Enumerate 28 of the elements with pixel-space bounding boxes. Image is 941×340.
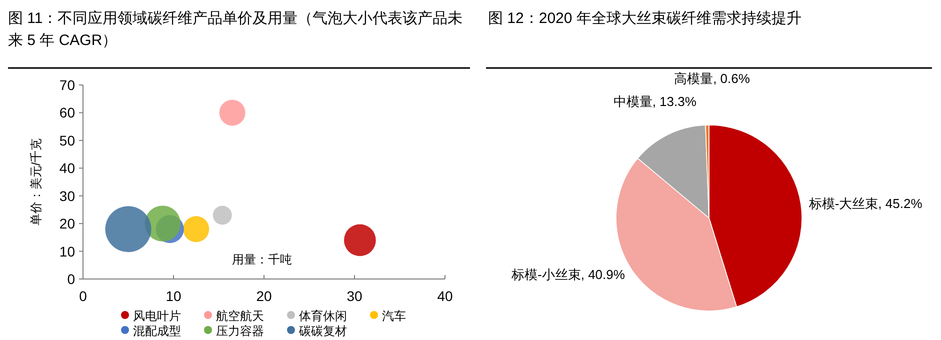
- legend-label: 压力容器: [216, 324, 264, 338]
- y-axis-title: 单价：美元/千克: [29, 138, 43, 226]
- legend-label: 航空航天: [216, 309, 264, 323]
- y-tick-label: 70: [59, 77, 76, 93]
- slice-label: 标模-大丝束, 45.2%: [808, 194, 922, 212]
- legend-label: 汽车: [382, 309, 406, 323]
- slice-label: 中模量, 13.3%: [612, 92, 698, 110]
- y-tick-label: 60: [59, 104, 76, 121]
- legend-label: 风电叶片: [133, 309, 181, 323]
- legend-label: 体育休闲: [299, 309, 347, 323]
- legend-label: 碳碳复材: [298, 324, 347, 338]
- x-tick-label: 30: [346, 288, 362, 304]
- y-tick-label: 20: [59, 216, 76, 232]
- y-tick-label: 30: [59, 188, 76, 204]
- y-tick-label: 0: [67, 271, 76, 287]
- y-tick-label: 50: [59, 132, 76, 148]
- chart-title: 图 12：2020 年全球大丝束碳纤维需求持续提升: [488, 10, 802, 27]
- x-tick-label: 40: [437, 288, 453, 304]
- legend-label: 混配成型: [133, 324, 181, 338]
- y-tick-label: 40: [59, 160, 76, 176]
- slice-label: 标模-小丝束, 40.9%: [512, 266, 625, 283]
- x-tick-label: 10: [166, 288, 182, 304]
- chart-title: 图 11：不同应用领域碳纤维产品单价及用量（气泡大小代表该产品未来 5 年 CAGR）: [8, 10, 463, 49]
- y-tick-label: 10: [59, 243, 76, 260]
- x-axis-title: 用量：千吨: [232, 252, 292, 266]
- slice-label: 高模量, 0.6%: [673, 70, 751, 87]
- x-tick-label: 0: [79, 288, 88, 304]
- x-tick-label: 20: [256, 288, 272, 304]
